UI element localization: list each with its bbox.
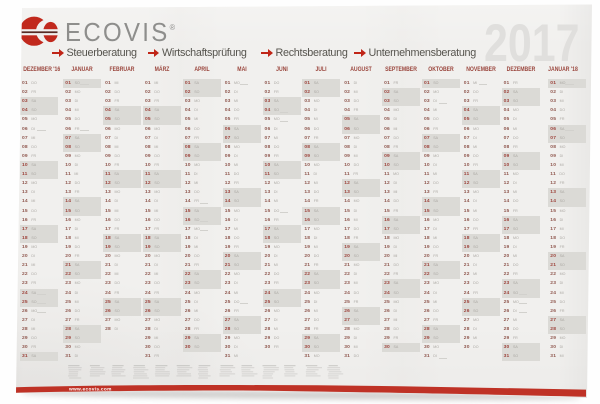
svg-text:www.ecovis.com: www.ecovis.com <box>68 386 112 392</box>
